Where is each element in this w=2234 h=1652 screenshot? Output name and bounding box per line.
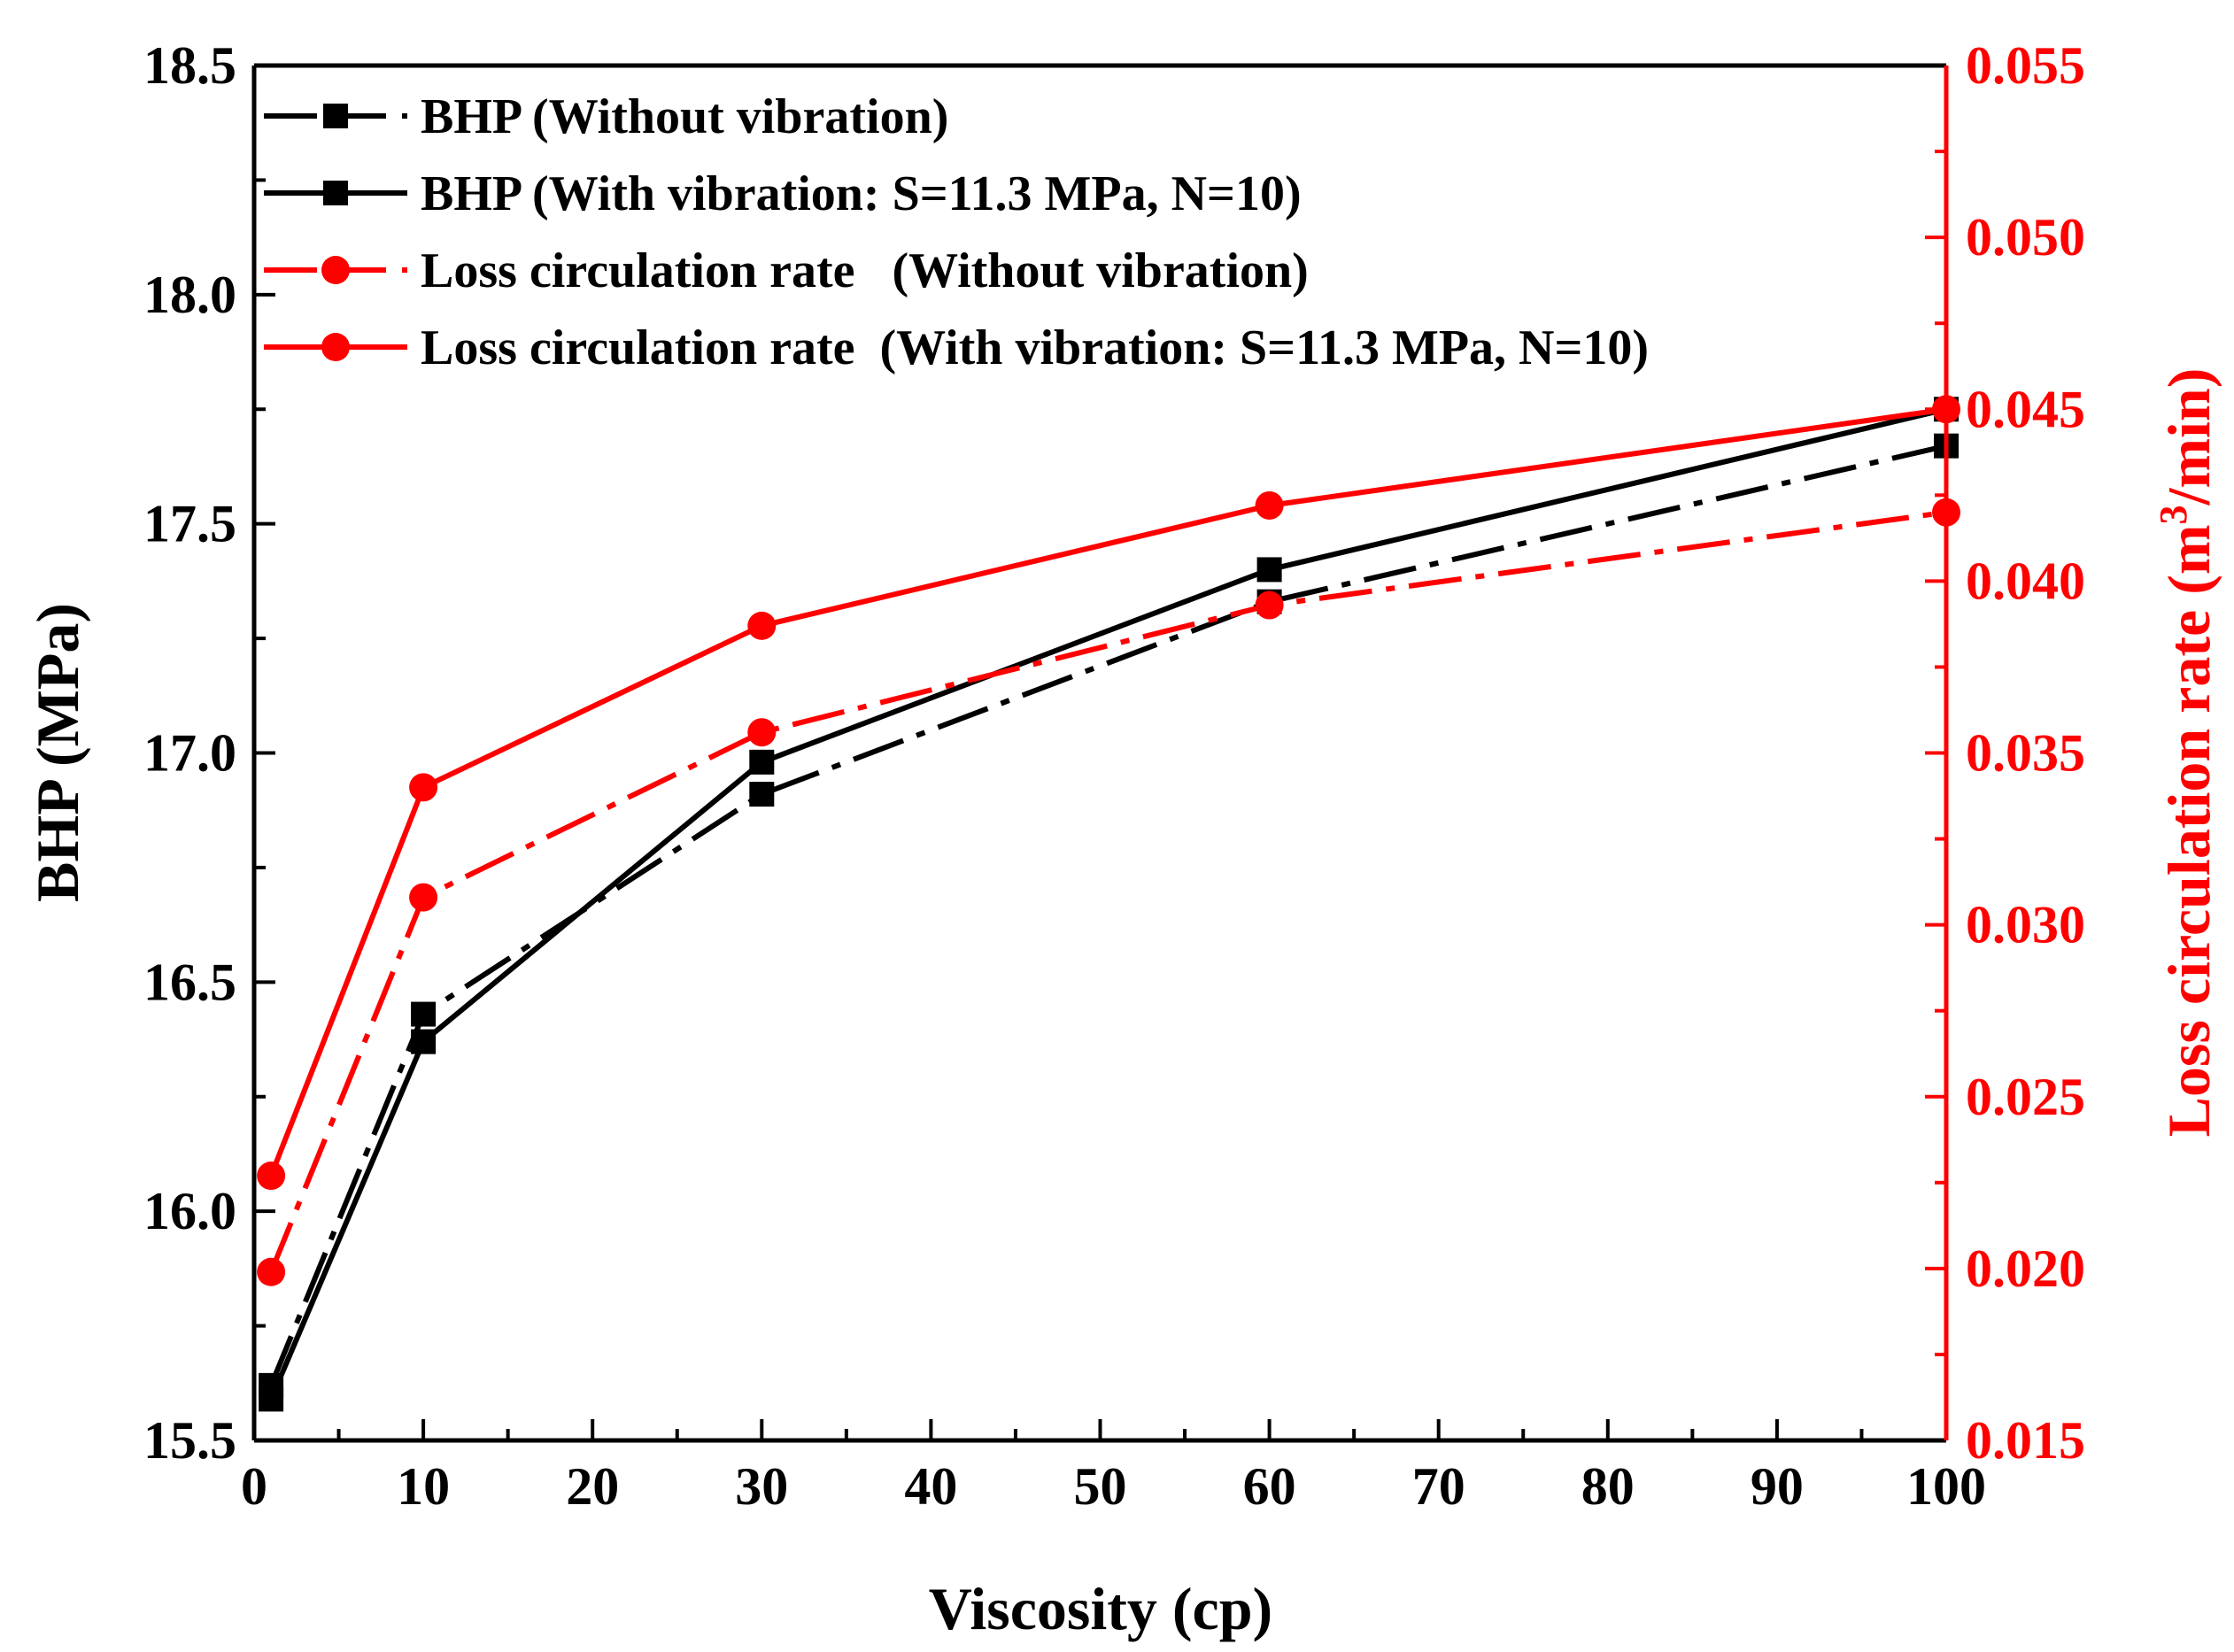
legend-label: BHP (With vibration: S=11.3 MPa, N=10) (421, 166, 1302, 221)
data-point (409, 883, 438, 912)
x-tick-label: 10 (397, 1457, 450, 1516)
y-axis-right-title-tail: /min) (2155, 368, 2222, 506)
y-left-tick-label: 17.0 (143, 724, 236, 783)
legend-marker (321, 256, 350, 284)
x-tick-label: 30 (735, 1457, 788, 1516)
y-right-tick-label: 0.055 (1966, 36, 2085, 95)
data-point (1255, 591, 1284, 620)
legend-marker (323, 104, 348, 128)
data-point (411, 1001, 437, 1027)
series-layer (257, 395, 1960, 1412)
y-left-tick-label: 17.5 (143, 495, 236, 553)
y-axis-right-title-main: Loss circulation rate (m (2155, 525, 2222, 1138)
data-point (747, 718, 777, 747)
x-axis-title: Viscosity (cp) (929, 1575, 1272, 1642)
series-line (268, 406, 1947, 1177)
x-tick-label: 80 (1581, 1457, 1635, 1516)
y-right-tick-label: 0.025 (1966, 1068, 2085, 1126)
legend-label: Loss circulation rate (Without vibration… (421, 243, 1309, 298)
x-tick-label: 70 (1412, 1457, 1465, 1516)
series-line (268, 509, 1947, 1273)
series-1 (259, 433, 1959, 1398)
y-right-tick-label: 0.015 (1966, 1411, 2085, 1470)
data-point (257, 1257, 286, 1286)
x-tick-label: 0 (241, 1457, 267, 1516)
legend: BHP (Without vibration) BHP (With vibrati… (264, 89, 1649, 375)
y-right-tick-label: 0.020 (1966, 1239, 2085, 1298)
x-tick-label: 100 (1906, 1457, 1986, 1516)
x-tick-label: 20 (566, 1457, 619, 1516)
x-tick-label: 40 (904, 1457, 957, 1516)
y-axis-right-title: Loss circulation rate (m3/min) (2152, 368, 2222, 1138)
data-point (1255, 490, 1284, 520)
data-point (409, 773, 438, 802)
y-right-tick-label: 0.035 (1966, 724, 2085, 783)
legend-label: BHP (Without vibration) (421, 89, 948, 144)
data-point (749, 782, 775, 807)
y-right-tick-label: 0.045 (1966, 380, 2085, 438)
series-2 (259, 397, 1959, 1412)
series-line (268, 406, 1947, 1401)
y-left-tick-label: 16.5 (143, 953, 236, 1011)
y-left-tick-label: 15.5 (143, 1411, 236, 1470)
legend-label: Loss circulation rate (With vibration: S… (421, 320, 1649, 375)
y-left-tick-label: 18.0 (143, 266, 236, 324)
data-point (257, 1162, 286, 1191)
x-tick-label: 50 (1074, 1457, 1127, 1516)
tick-layer: 0 10 20 30 40 50 60 70 80 90 100 15.5 16.0 16.5 17.0 17… (143, 36, 2085, 1516)
legend-marker (321, 333, 350, 361)
data-point (747, 611, 777, 640)
y-axis-right-title-sup: 3 (2152, 506, 2195, 525)
series-line (268, 443, 1947, 1387)
data-point (411, 1029, 437, 1054)
data-point (259, 1386, 284, 1412)
series-3 (257, 498, 1960, 1286)
series-4 (257, 395, 1960, 1191)
legend-marker (323, 181, 348, 205)
data-point (749, 749, 775, 775)
y-right-tick-label: 0.030 (1966, 896, 2085, 954)
y-left-tick-label: 16.0 (143, 1182, 236, 1240)
y-axis-left-title: BHP (MPa) (24, 603, 91, 902)
y-right-tick-label: 0.040 (1966, 552, 2085, 610)
x-tick-label: 60 (1243, 1457, 1296, 1516)
y-right-tick-label: 0.050 (1966, 208, 2085, 266)
y-left-tick-label: 18.5 (143, 36, 236, 95)
data-point (1256, 557, 1282, 583)
x-tick-label: 90 (1751, 1457, 1804, 1516)
